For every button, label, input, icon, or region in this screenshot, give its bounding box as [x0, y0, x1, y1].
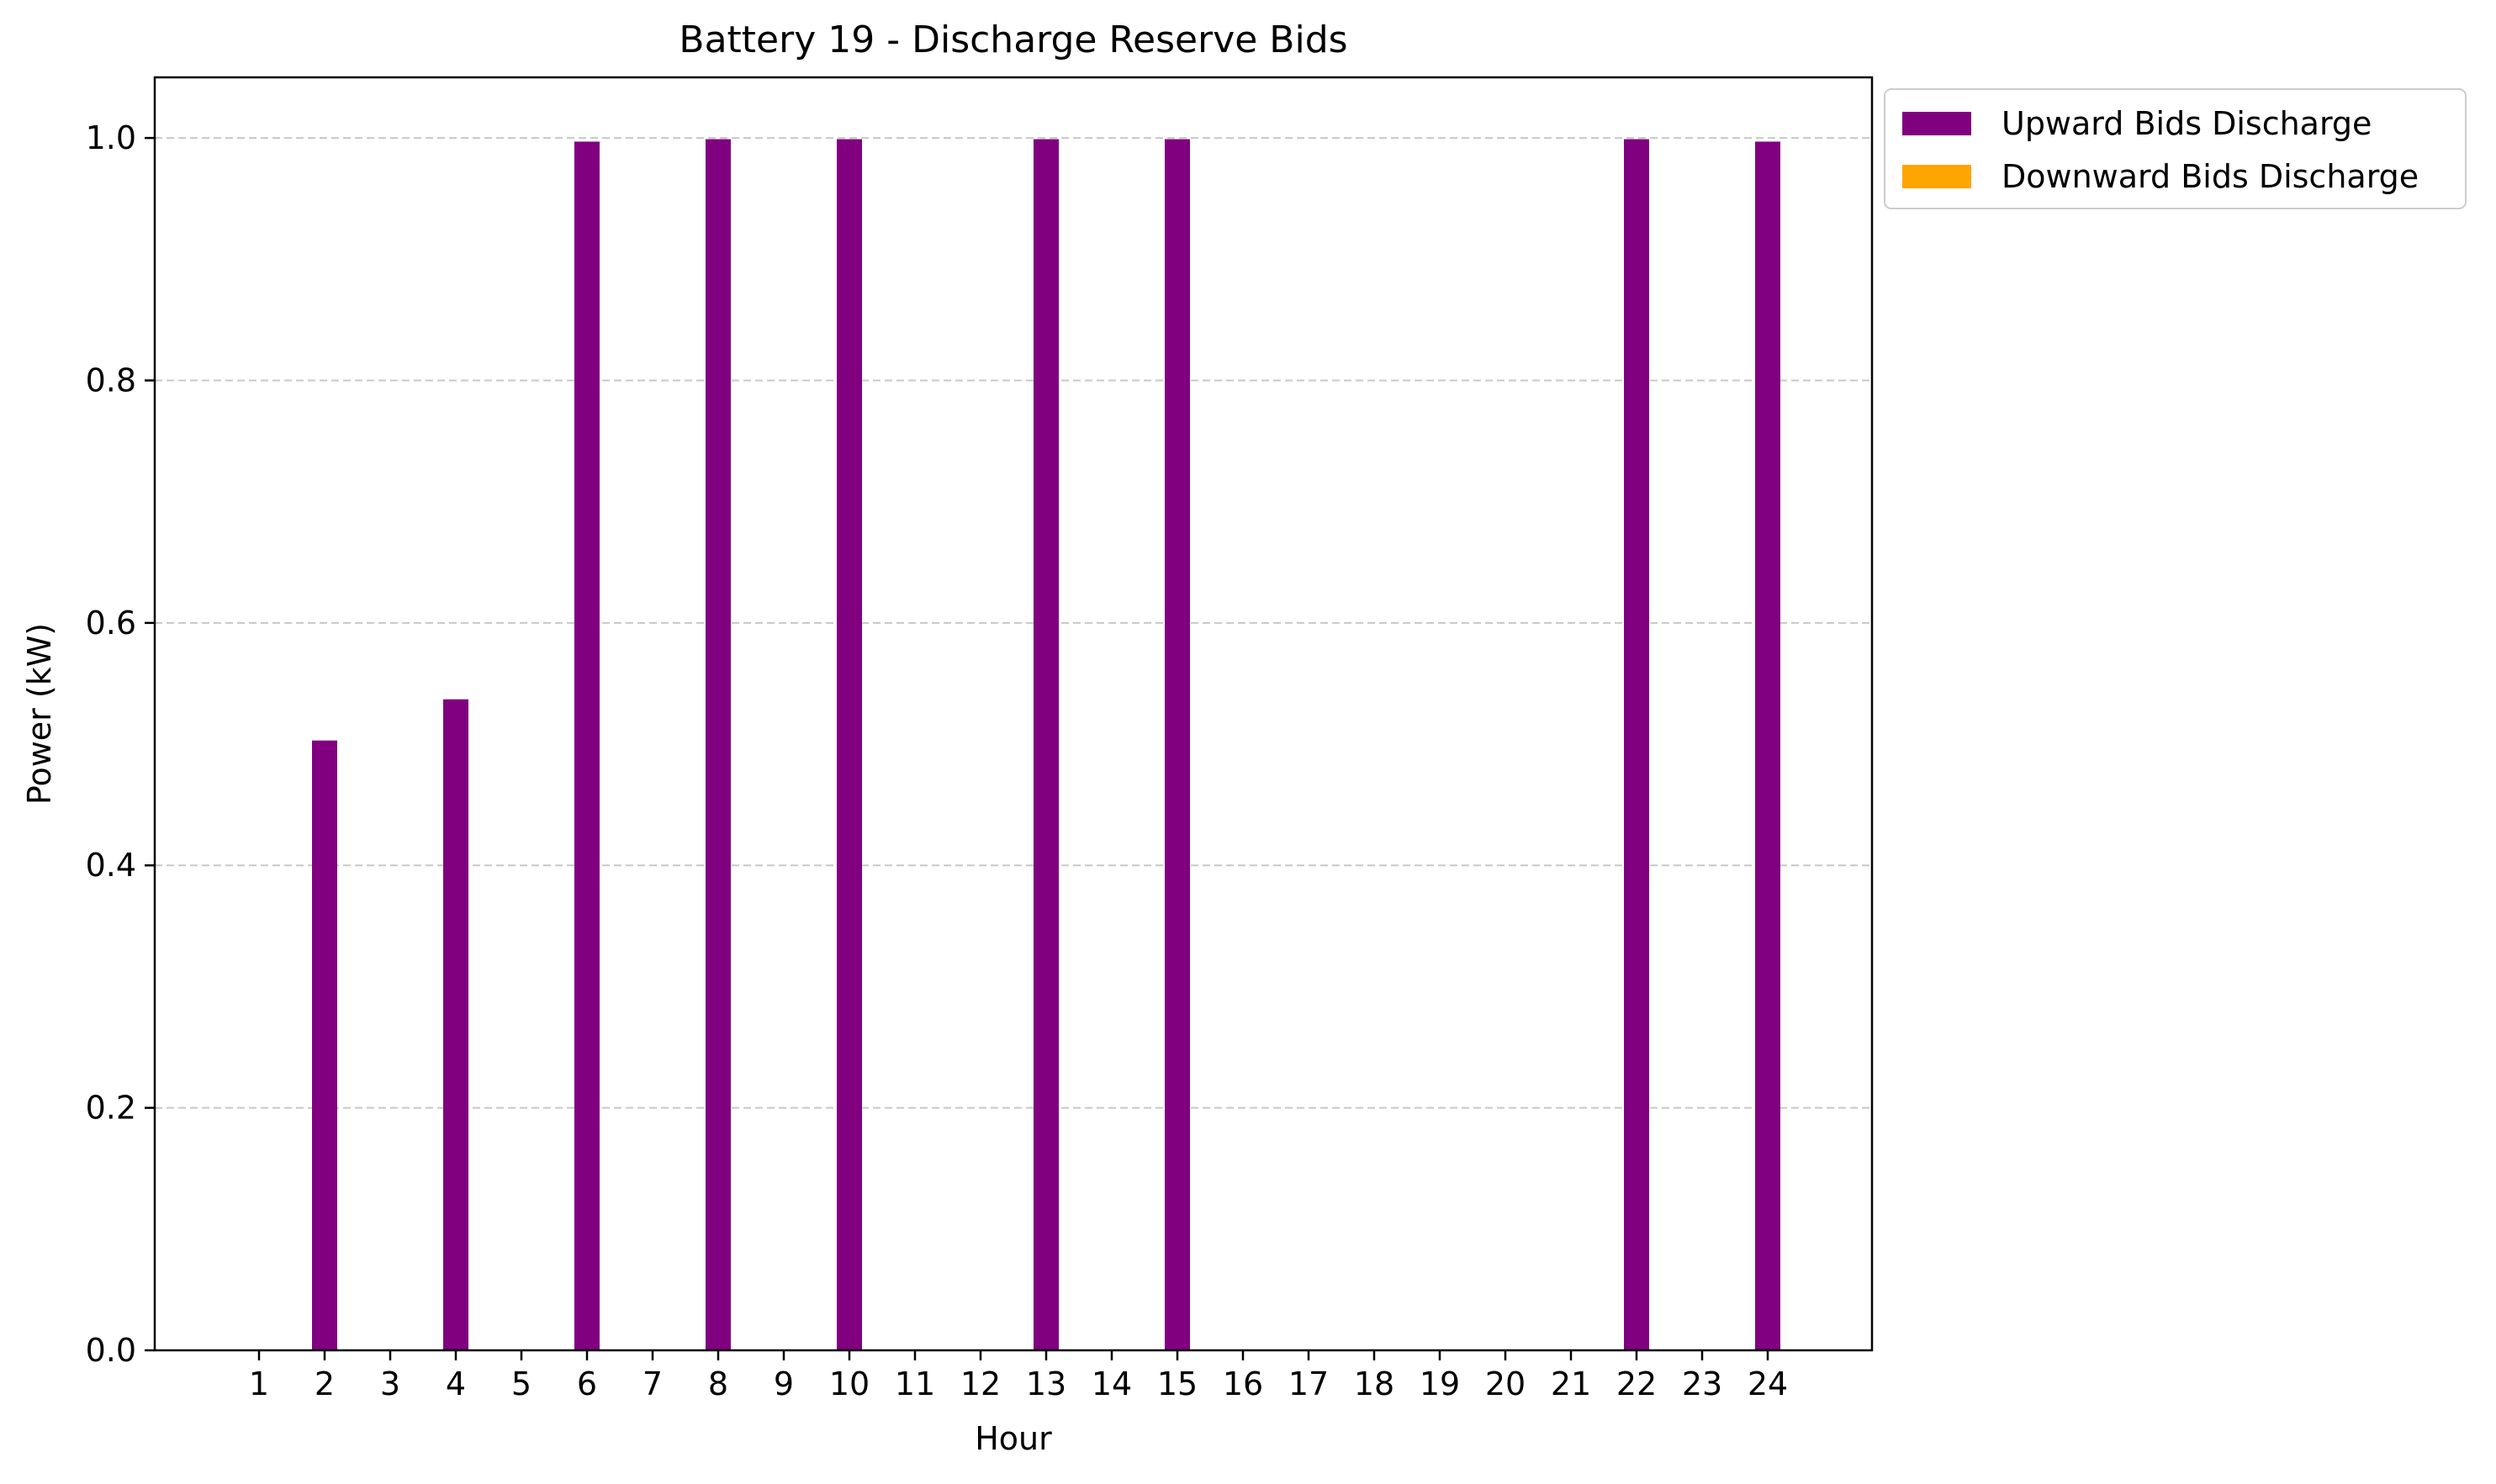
legend-box: [1884, 88, 2467, 209]
x-tick-label: 12: [960, 1365, 1001, 1402]
gridlines: [155, 137, 1872, 1109]
bar-upward: [443, 699, 468, 1350]
y-tick-label: 0.6: [86, 605, 136, 642]
x-tick-label: 9: [774, 1365, 794, 1402]
x-tick-label: 22: [1616, 1365, 1657, 1402]
legend: Upward Bids Discharge Downward Bids Disc…: [1884, 88, 2467, 209]
x-tick-label: 6: [577, 1365, 597, 1402]
y-tick-label: 0.0: [86, 1332, 136, 1369]
x-tick-label: 7: [643, 1365, 663, 1402]
x-tick-label: 24: [1748, 1365, 1788, 1402]
bar-upward: [837, 139, 862, 1351]
x-tick-label: 2: [315, 1365, 335, 1402]
y-tick-label: 0.8: [86, 362, 136, 399]
chart-title: Battery 19 - Discharge Reserve Bids: [679, 18, 1347, 61]
y-axis-label: Power (kW): [21, 623, 58, 805]
x-tick-label: 23: [1682, 1365, 1722, 1402]
bar-upward: [1755, 141, 1780, 1351]
legend-label-downward: Downward Bids Discharge: [2002, 158, 2419, 195]
legend-swatch-upward: [1902, 112, 1971, 135]
x-tick-label: 1: [249, 1365, 269, 1402]
x-tick-label: 20: [1485, 1365, 1526, 1402]
x-tick-label: 19: [1420, 1365, 1460, 1402]
x-tick-label: 5: [511, 1365, 531, 1402]
bar-upward: [1034, 139, 1059, 1351]
bar-upward: [706, 139, 731, 1351]
x-axis-ticks: 1 2 3 4 5 6 7 8 9 10 11 12 13 14 15 16 17 18 19 20 21 22 23 24: [249, 1350, 1788, 1402]
x-tick-label: 21: [1551, 1365, 1591, 1402]
x-tick-label: 16: [1223, 1365, 1263, 1402]
x-tick-label: 8: [708, 1365, 728, 1402]
y-tick-label: 0.2: [86, 1090, 136, 1127]
plot-frame: [153, 76, 1874, 1352]
x-tick-label: 18: [1354, 1365, 1394, 1402]
bar-upward: [574, 141, 600, 1351]
legend-swatch-downward: [1902, 165, 1971, 188]
bar-upward: [1624, 139, 1649, 1351]
y-tick-label: 1.0: [86, 119, 136, 156]
legend-label-upward: Upward Bids Discharge: [2002, 105, 2372, 142]
bar-upward: [1165, 139, 1190, 1351]
y-axis-ticks: 0.0 0.2 0.4 0.6 0.8 1.0: [86, 119, 155, 1369]
y-tick-label: 0.4: [86, 847, 136, 884]
bar-upward: [312, 740, 337, 1350]
x-tick-label: 4: [446, 1365, 466, 1402]
x-axis-label: Hour: [975, 1420, 1052, 1457]
x-tick-label: 15: [1157, 1365, 1198, 1402]
x-tick-label: 13: [1026, 1365, 1066, 1402]
x-tick-label: 10: [829, 1365, 870, 1402]
x-tick-label: 14: [1092, 1365, 1132, 1402]
x-tick-label: 3: [380, 1365, 400, 1402]
x-tick-label: 11: [895, 1365, 935, 1402]
x-tick-label: 17: [1288, 1365, 1329, 1402]
bars: [312, 139, 1780, 1351]
